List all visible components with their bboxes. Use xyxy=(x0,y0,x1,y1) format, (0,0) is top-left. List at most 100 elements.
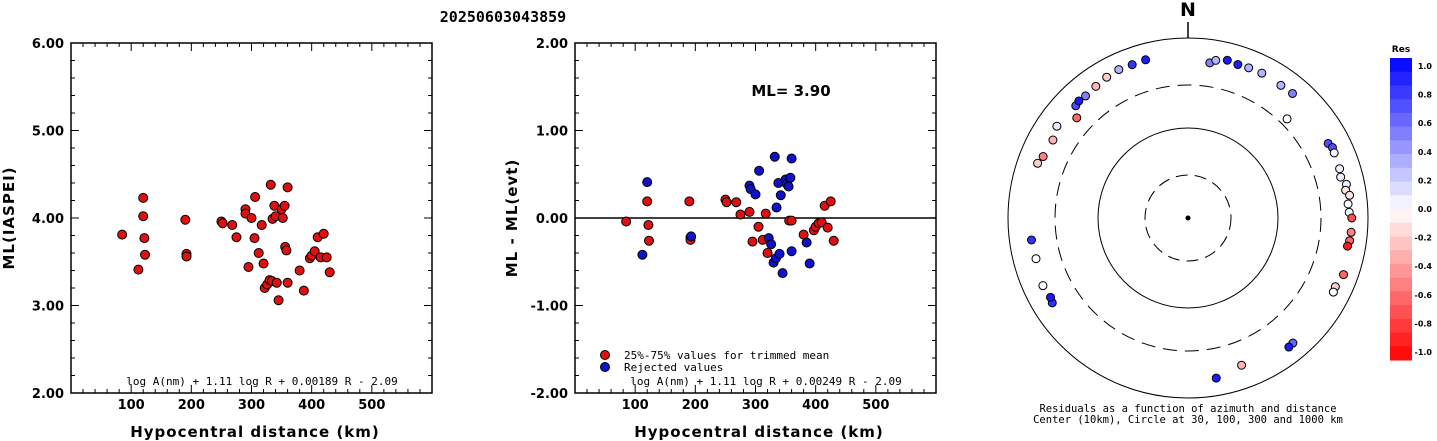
station-residual-point xyxy=(1074,96,1084,106)
trimmed-point xyxy=(644,235,655,246)
trimmed-point xyxy=(760,208,771,219)
station-residual-point xyxy=(1114,65,1124,75)
rejected-point xyxy=(804,258,815,269)
x-tick-label: 400 xyxy=(802,398,829,413)
legend-label-rejected: Rejected values xyxy=(624,361,723,374)
station-residual-point xyxy=(1211,373,1221,383)
polar-caption-line1: Residuals as a function of azimuth and d… xyxy=(1039,403,1336,415)
colorbar-swatch xyxy=(1390,332,1412,347)
data-point xyxy=(273,295,284,306)
ml-annotation: ML= 3.90 xyxy=(751,82,830,100)
colorbar-swatch xyxy=(1390,58,1412,73)
x-tick-label: 400 xyxy=(298,398,325,413)
trimmed-point xyxy=(747,236,758,247)
x-tick-label: 100 xyxy=(118,398,145,413)
station-residual-point xyxy=(1046,292,1056,302)
station-residual-point xyxy=(1233,60,1243,70)
station-residual-point xyxy=(1345,190,1355,200)
y-tick-label: 5.00 xyxy=(32,125,64,140)
rejected-point xyxy=(637,249,648,260)
colorbar-swatch xyxy=(1390,346,1412,361)
station-residual-point xyxy=(1288,88,1298,98)
center-dot xyxy=(1185,215,1191,221)
data-point xyxy=(250,192,261,202)
colorbar-tick-label: 0.8 xyxy=(1418,91,1433,100)
data-point xyxy=(281,245,292,256)
data-point xyxy=(294,265,305,276)
data-point xyxy=(318,228,329,239)
x-tick-label: 500 xyxy=(358,398,385,413)
colorbar-swatch xyxy=(1390,318,1412,334)
y-tick-label: 0.00 xyxy=(536,212,568,227)
colorbar-swatch xyxy=(1390,291,1412,306)
trimmed-point xyxy=(721,197,732,208)
colorbar-tick-label: 0.0 xyxy=(1418,205,1433,214)
x-tick-label: 300 xyxy=(238,398,265,413)
x-tick-label: 100 xyxy=(622,398,649,413)
legend-marker-rejected xyxy=(600,362,610,372)
data-point xyxy=(139,233,150,244)
x-tick-label: 500 xyxy=(862,398,889,413)
colorbar-tick-label: -1.0 xyxy=(1415,348,1433,357)
data-point xyxy=(138,211,149,222)
rejected-point xyxy=(786,246,797,257)
station-residual-point xyxy=(1141,55,1151,65)
data-point xyxy=(258,258,269,269)
circle-1000km xyxy=(1007,37,1369,399)
colorbar: Res 1.0 0.8 0.6 0.4 0.2 0.0 -0.2 -0.4 -0.6 -0.8 -1… xyxy=(1390,45,1432,361)
panel2-ylabel: ML - ML(evt) xyxy=(503,159,521,277)
trimmed-point xyxy=(731,197,742,208)
data-point xyxy=(243,262,254,272)
data-point xyxy=(321,252,332,263)
panel2-xlabel: Hypocentral distance (km) xyxy=(634,423,884,441)
station-residual-point xyxy=(1102,72,1112,82)
colorbar-swatch xyxy=(1390,112,1412,128)
colorbar-tick-label: 1.0 xyxy=(1418,62,1433,71)
rejected-point xyxy=(750,189,761,200)
trimmed-point xyxy=(744,206,755,217)
panel1-ylabel: ML(IASPEI) xyxy=(0,166,18,269)
station-residual-point xyxy=(1072,113,1082,123)
station-residual-point xyxy=(1282,114,1292,124)
legend-label-trimmed: 25%-75% values for trimmed mean xyxy=(624,349,829,362)
panel1-points xyxy=(117,179,335,306)
y-tick-label: -1.00 xyxy=(531,300,568,315)
rejected-point xyxy=(766,239,777,250)
trimmed-point xyxy=(735,209,746,220)
station-residual-point xyxy=(1127,60,1137,70)
rejected-point xyxy=(801,237,812,248)
station-residual-point xyxy=(1091,81,1101,91)
data-point xyxy=(277,213,288,223)
station-residual-point xyxy=(1211,55,1221,65)
trimmed-point xyxy=(825,196,836,207)
trimmed-point xyxy=(786,215,797,226)
panel1-ticks: 100 200 300 400 500 2.00 3.00 4.00 5.00 6.00 xyxy=(32,37,433,413)
data-point xyxy=(138,192,149,203)
legend-marker-trimmed xyxy=(600,350,610,360)
data-point xyxy=(140,249,151,260)
station-residual-point xyxy=(1347,213,1357,223)
colorbar-tick-label: -0.4 xyxy=(1415,262,1433,271)
data-point xyxy=(298,285,309,296)
station-residual-point xyxy=(1237,360,1247,370)
y-tick-label: 6.00 xyxy=(32,37,64,52)
rejected-point xyxy=(783,181,794,192)
trimmed-point xyxy=(762,248,773,258)
colorbar-swatch xyxy=(1390,181,1412,196)
station-residual-point xyxy=(1033,158,1043,168)
data-point xyxy=(246,213,257,223)
x-tick-label: 200 xyxy=(178,398,205,413)
data-point xyxy=(231,232,242,243)
station-residual-point xyxy=(1339,270,1349,280)
rejected-point xyxy=(771,202,782,213)
station-residual-point xyxy=(1329,148,1339,158)
station-residual-point xyxy=(1038,281,1048,291)
colorbar-tick-label: -0.6 xyxy=(1415,291,1433,300)
panel-ml-iaspei: 100 200 300 400 500 2.00 3.00 4.00 5.00 6.00 Hypo… xyxy=(0,37,433,441)
data-point xyxy=(279,200,290,211)
y-tick-label: 3.00 xyxy=(32,300,64,315)
y-tick-label: -2.00 xyxy=(531,387,568,402)
colorbar-swatch xyxy=(1390,140,1412,155)
colorbar-swatch xyxy=(1390,71,1412,86)
